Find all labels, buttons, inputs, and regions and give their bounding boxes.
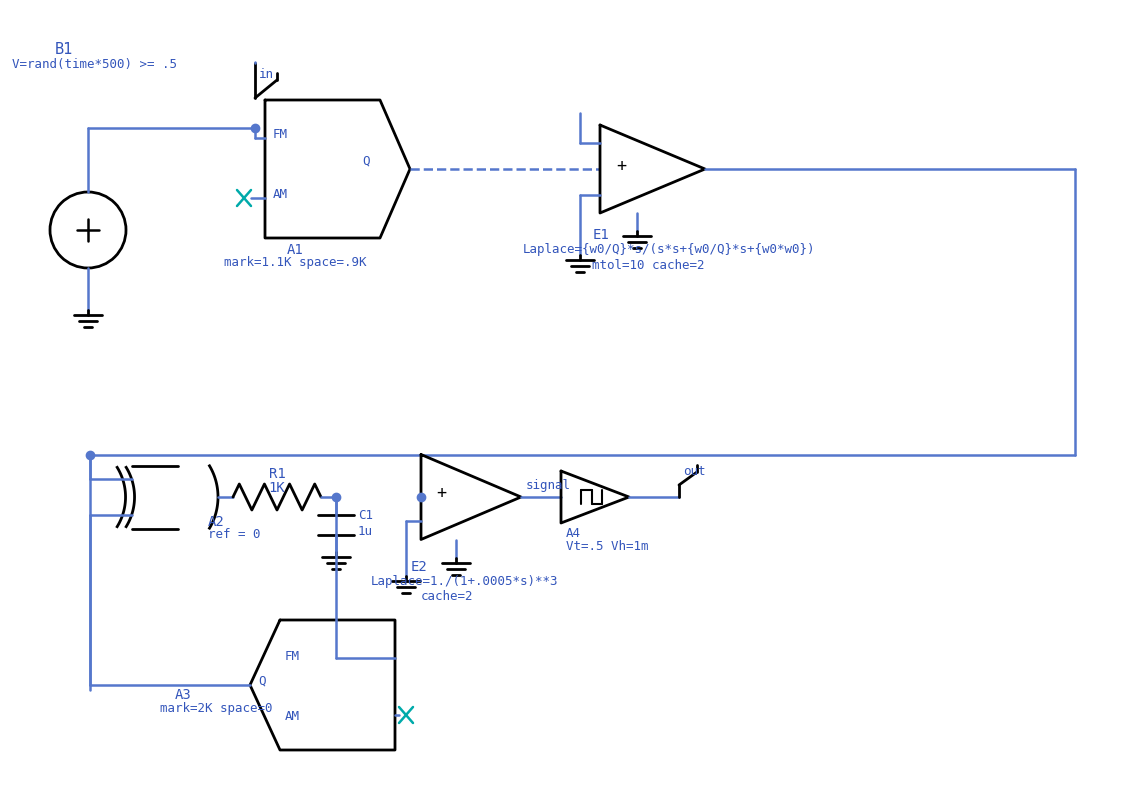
Text: out: out <box>683 465 706 478</box>
Text: Q: Q <box>258 675 266 688</box>
Text: A4: A4 <box>566 527 581 540</box>
Text: R1: R1 <box>269 467 285 481</box>
Text: AM: AM <box>272 188 288 201</box>
Text: A2: A2 <box>208 515 225 529</box>
Text: FM: FM <box>285 650 300 663</box>
Text: Laplace={w0/Q}*s/(s*s+{w0/Q}*s+{w0*w0}): Laplace={w0/Q}*s/(s*s+{w0/Q}*s+{w0*w0}) <box>522 243 815 256</box>
Text: V=rand(time*500) >= .5: V=rand(time*500) >= .5 <box>12 58 177 71</box>
Text: mark=2K space=0: mark=2K space=0 <box>160 702 272 715</box>
Text: cache=2: cache=2 <box>421 589 474 602</box>
Text: ref = 0: ref = 0 <box>208 528 260 541</box>
Text: AM: AM <box>285 710 300 723</box>
Text: signal: signal <box>526 479 571 492</box>
Text: +: + <box>436 484 446 502</box>
Text: Q: Q <box>361 155 369 168</box>
Text: FM: FM <box>272 128 288 141</box>
Text: B1: B1 <box>55 42 73 57</box>
Text: A3: A3 <box>175 688 191 702</box>
Text: Laplace=1./(1+.0005*s)**3: Laplace=1./(1+.0005*s)**3 <box>370 575 558 588</box>
Text: E2: E2 <box>411 559 428 573</box>
Text: A1: A1 <box>287 243 303 257</box>
Text: E1: E1 <box>592 228 609 242</box>
Text: in: in <box>259 68 274 81</box>
Text: mtol=10 cache=2: mtol=10 cache=2 <box>592 259 705 272</box>
Text: 1K: 1K <box>269 481 285 495</box>
Text: C1: C1 <box>358 509 373 522</box>
Text: 1u: 1u <box>358 525 373 538</box>
Text: Vt=.5 Vh=1m: Vt=.5 Vh=1m <box>566 540 649 553</box>
Text: +: + <box>616 157 626 175</box>
Text: mark=1.1K space=.9K: mark=1.1K space=.9K <box>224 256 366 269</box>
